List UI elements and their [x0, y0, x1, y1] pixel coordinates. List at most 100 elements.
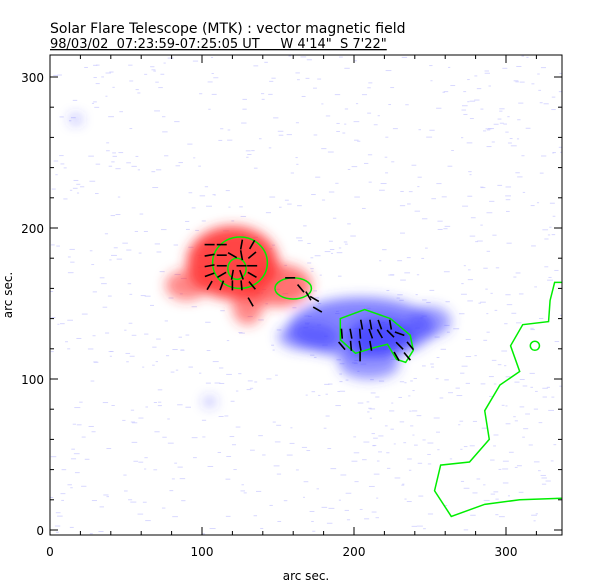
field-vector: [340, 328, 344, 339]
noise-pixel: [324, 251, 331, 253]
noise-pixel: [436, 431, 440, 433]
noise-pixel: [117, 196, 121, 198]
noise-pixel: [502, 460, 509, 462]
field-vector: [248, 281, 256, 290]
noise-pixel: [266, 378, 272, 380]
noise-pixel: [465, 356, 472, 358]
noise-pixel: [384, 425, 388, 427]
noise-pixel: [480, 187, 486, 189]
noise-pixel: [522, 191, 526, 193]
noise-pixel: [71, 448, 75, 450]
noise-pixel: [490, 292, 493, 294]
noise-pixel: [463, 487, 470, 489]
noise-pixel: [67, 484, 72, 486]
noise-pixel: [386, 452, 390, 454]
noise-pixel: [110, 350, 113, 352]
noise-pixel: [540, 474, 546, 476]
noise-pixel: [385, 172, 389, 174]
noise-pixel: [188, 192, 193, 194]
noise-pixel: [108, 165, 113, 167]
noise-pixel: [205, 382, 211, 384]
noise-pixel: [337, 275, 342, 277]
noise-pixel: [388, 274, 395, 276]
field-vector: [204, 253, 215, 257]
noise-pixel: [89, 180, 96, 182]
noise-pixel: [483, 130, 487, 132]
noise-pixel: [412, 434, 415, 436]
noise-pixel: [463, 446, 468, 448]
noise-pixel: [154, 243, 161, 245]
noise-pixel: [373, 437, 378, 439]
noise-pixel: [505, 199, 511, 201]
noise-pixel: [255, 490, 262, 492]
noise-pixel: [202, 436, 206, 438]
noise-pixel: [206, 350, 211, 352]
noise-pixel: [162, 116, 166, 118]
noise-pixel: [480, 383, 486, 385]
noise-pixel: [129, 293, 133, 295]
noise-pixel: [220, 128, 224, 130]
noise-pixel: [436, 107, 442, 109]
noise-pixel: [192, 60, 199, 62]
noise-pixel: [475, 241, 478, 243]
noise-pixel: [102, 306, 108, 308]
noise-pixel: [525, 413, 530, 415]
noise-pixel: [128, 322, 133, 324]
contour-red-outer: [211, 236, 269, 290]
noise-pixel: [137, 513, 144, 515]
noise-pixel: [470, 514, 476, 516]
noise-pixel: [191, 437, 198, 439]
noise-pixel: [225, 190, 230, 192]
y-tick-label: 100: [21, 373, 44, 387]
noise-pixel: [93, 77, 97, 79]
noise-pixel: [400, 232, 405, 234]
noise-pixel: [553, 444, 557, 446]
noise-pixel: [167, 442, 174, 444]
noise-pixel: [300, 56, 307, 58]
chart-subtitle: 98/03/02 07:23:59-07:25:05 UT W 4'14" S …: [50, 37, 387, 52]
plot-area: [50, 55, 562, 535]
noise-pixel: [394, 477, 401, 479]
noise-pixel: [157, 405, 162, 407]
noise-pixel: [339, 381, 343, 383]
noise-pixel: [309, 510, 315, 512]
noise-pixel: [174, 462, 178, 464]
noise-pixel: [474, 75, 478, 77]
noise-pixel: [505, 376, 511, 378]
field-vector: [239, 239, 244, 250]
noise-pixel: [495, 267, 500, 269]
noise-pixel: [372, 444, 377, 446]
contour-layer: [211, 236, 562, 518]
noise-pixel: [307, 262, 312, 264]
noise-pixel: [375, 396, 380, 398]
noise-pixel: [156, 338, 161, 340]
noise-pixel: [460, 293, 467, 295]
noise-pixel: [201, 220, 206, 222]
noise-pixel: [416, 525, 423, 527]
noise-pixel: [213, 77, 219, 79]
noise-pixel: [467, 279, 473, 281]
noise-pixel: [371, 433, 375, 435]
noise-pixel: [465, 382, 470, 384]
noise-pixel: [551, 234, 556, 236]
noise-pixel: [427, 442, 434, 444]
noise-pixel: [301, 95, 306, 97]
noise-pixel: [150, 66, 155, 68]
noise-pixel: [549, 226, 552, 228]
noise-pixel: [368, 82, 373, 84]
noise-pixel: [422, 299, 427, 301]
contour-red-inner: [227, 257, 247, 281]
noise-pixel: [198, 165, 201, 167]
noise-pixel: [354, 139, 359, 141]
noise-pixel: [313, 134, 318, 136]
noise-pixel: [145, 520, 151, 522]
noise-pixel: [522, 385, 528, 387]
noise-pixel: [225, 478, 231, 480]
noise-pixel: [287, 203, 292, 205]
noise-pixel: [499, 108, 505, 110]
noise-pixel: [112, 155, 117, 157]
noise-pixel: [444, 379, 449, 381]
noise-pixel: [111, 405, 115, 407]
noise-pixel: [391, 161, 395, 163]
noise-pixel: [369, 417, 372, 419]
